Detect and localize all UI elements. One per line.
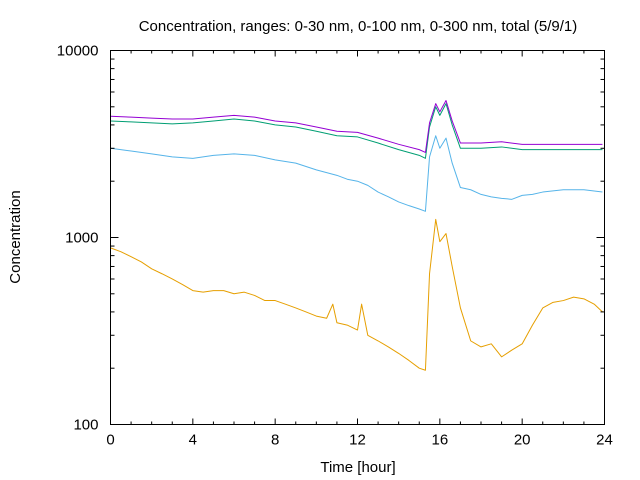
plot-frame xyxy=(110,50,605,425)
series-line-2 xyxy=(110,135,603,212)
x-axis-label: Time [hour] xyxy=(320,459,395,476)
x-tick-label: 4 xyxy=(189,432,197,449)
y-tick-label: 100 xyxy=(73,417,98,434)
y-tick-label: 10000 xyxy=(57,43,99,60)
series-layer xyxy=(110,100,603,371)
series-line-3 xyxy=(110,103,603,159)
y-tick-label: 1000 xyxy=(65,230,98,247)
x-tick-label: 16 xyxy=(431,432,448,449)
tick-layer: 0 4 8 12 16 20 24 100 1000 10000 xyxy=(57,43,613,449)
x-tick-label: 8 xyxy=(271,432,279,449)
y-axis-label: Concentration xyxy=(7,190,24,283)
x-tick-label: 0 xyxy=(106,432,114,449)
series-line-4 xyxy=(110,100,603,153)
chart-title: Concentration, ranges: 0-30 nm, 0-100 nm… xyxy=(139,18,578,35)
x-tick-label: 20 xyxy=(514,432,531,449)
series-line-1 xyxy=(110,218,603,371)
x-tick-label: 24 xyxy=(596,432,613,449)
x-tick-label: 12 xyxy=(349,432,366,449)
